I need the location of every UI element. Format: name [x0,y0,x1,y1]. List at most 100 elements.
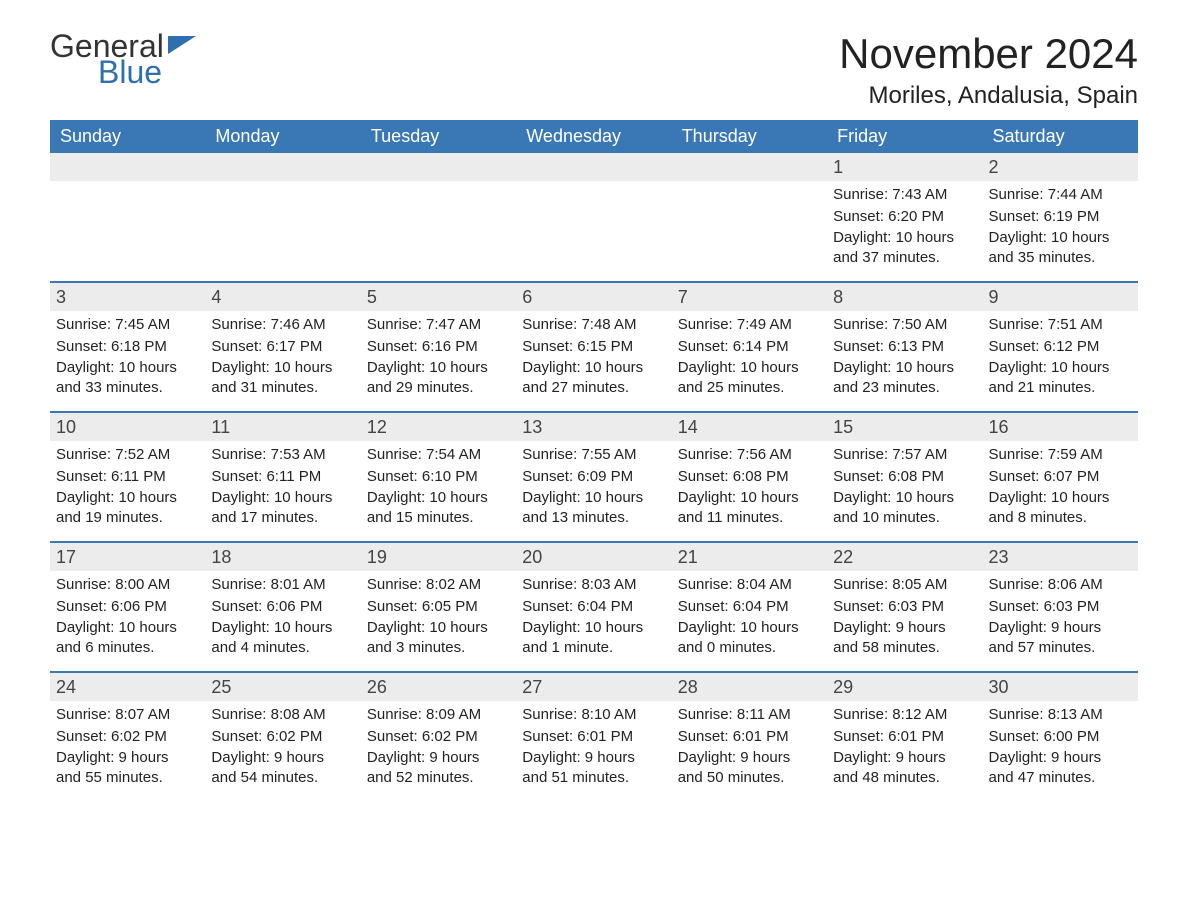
sunrise-text: Sunrise: 8:13 AM [989,705,1130,725]
day-cell: 30Sunrise: 8:13 AMSunset: 6:00 PMDayligh… [983,673,1138,801]
day-number: 14 [672,413,827,441]
sunset-text: Sunset: 6:02 PM [367,727,508,747]
daylight-text: Daylight: 10 hours and 10 minutes. [833,488,974,529]
day-cell-empty [50,153,205,281]
day-number: 19 [361,543,516,571]
daylight-text: Daylight: 9 hours and 52 minutes. [367,748,508,789]
sunrise-text: Sunrise: 7:54 AM [367,445,508,465]
sunset-text: Sunset: 6:07 PM [989,467,1130,487]
day-cell: 9Sunrise: 7:51 AMSunset: 6:12 PMDaylight… [983,283,1138,411]
day-body: Sunrise: 7:45 AMSunset: 6:18 PMDaylight:… [50,311,205,409]
day-number: 18 [205,543,360,571]
day-cell-empty [361,153,516,281]
day-number-bar [516,153,671,181]
day-cell: 25Sunrise: 8:08 AMSunset: 6:02 PMDayligh… [205,673,360,801]
header: General Blue November 2024 Moriles, Anda… [50,30,1138,110]
day-cell: 11Sunrise: 7:53 AMSunset: 6:11 PMDayligh… [205,413,360,541]
sunrise-text: Sunrise: 7:48 AM [522,315,663,335]
day-body: Sunrise: 7:56 AMSunset: 6:08 PMDaylight:… [672,441,827,539]
daylight-text: Daylight: 10 hours and 11 minutes. [678,488,819,529]
daylight-text: Daylight: 9 hours and 55 minutes. [56,748,197,789]
day-number-bar [361,153,516,181]
day-body: Sunrise: 7:47 AMSunset: 6:16 PMDaylight:… [361,311,516,409]
sunset-text: Sunset: 6:02 PM [56,727,197,747]
weekday-header-row: SundayMondayTuesdayWednesdayThursdayFrid… [50,120,1138,153]
day-body: Sunrise: 7:51 AMSunset: 6:12 PMDaylight:… [983,311,1138,409]
day-number: 4 [205,283,360,311]
week-row: 3Sunrise: 7:45 AMSunset: 6:18 PMDaylight… [50,281,1138,411]
week-row: 1Sunrise: 7:43 AMSunset: 6:20 PMDaylight… [50,153,1138,281]
month-title: November 2024 [839,30,1138,78]
day-body: Sunrise: 8:09 AMSunset: 6:02 PMDaylight:… [361,701,516,799]
sunrise-text: Sunrise: 8:02 AM [367,575,508,595]
day-body: Sunrise: 8:01 AMSunset: 6:06 PMDaylight:… [205,571,360,669]
day-number: 6 [516,283,671,311]
sunset-text: Sunset: 6:03 PM [833,597,974,617]
daylight-text: Daylight: 9 hours and 57 minutes. [989,618,1130,659]
sunset-text: Sunset: 6:19 PM [989,207,1130,227]
day-number: 30 [983,673,1138,701]
sunrise-text: Sunrise: 8:08 AM [211,705,352,725]
day-body: Sunrise: 7:46 AMSunset: 6:17 PMDaylight:… [205,311,360,409]
weekday-header-cell: Saturday [983,120,1138,153]
day-body: Sunrise: 8:03 AMSunset: 6:04 PMDaylight:… [516,571,671,669]
sunrise-text: Sunrise: 7:43 AM [833,185,974,205]
sunset-text: Sunset: 6:09 PM [522,467,663,487]
sunset-text: Sunset: 6:00 PM [989,727,1130,747]
daylight-text: Daylight: 10 hours and 8 minutes. [989,488,1130,529]
sunset-text: Sunset: 6:03 PM [989,597,1130,617]
logo-word-blue: Blue [98,56,164,88]
sunset-text: Sunset: 6:12 PM [989,337,1130,357]
sunset-text: Sunset: 6:06 PM [56,597,197,617]
day-cell: 4Sunrise: 7:46 AMSunset: 6:17 PMDaylight… [205,283,360,411]
sunset-text: Sunset: 6:01 PM [833,727,974,747]
location-label: Moriles, Andalusia, Spain [839,82,1138,110]
daylight-text: Daylight: 10 hours and 21 minutes. [989,358,1130,399]
sunset-text: Sunset: 6:11 PM [56,467,197,487]
day-number-bar [50,153,205,181]
weekday-header-cell: Sunday [50,120,205,153]
sunrise-text: Sunrise: 7:56 AM [678,445,819,465]
sunrise-text: Sunrise: 7:45 AM [56,315,197,335]
day-body: Sunrise: 7:57 AMSunset: 6:08 PMDaylight:… [827,441,982,539]
sunrise-text: Sunrise: 7:52 AM [56,445,197,465]
weekday-header-cell: Wednesday [516,120,671,153]
title-block: November 2024 Moriles, Andalusia, Spain [839,30,1138,110]
day-cell-empty [672,153,827,281]
day-cell: 2Sunrise: 7:44 AMSunset: 6:19 PMDaylight… [983,153,1138,281]
sunrise-text: Sunrise: 8:12 AM [833,705,974,725]
day-number: 23 [983,543,1138,571]
day-number: 29 [827,673,982,701]
day-body: Sunrise: 7:48 AMSunset: 6:15 PMDaylight:… [516,311,671,409]
weeks-container: 1Sunrise: 7:43 AMSunset: 6:20 PMDaylight… [50,153,1138,801]
sunset-text: Sunset: 6:08 PM [678,467,819,487]
sunrise-text: Sunrise: 7:59 AM [989,445,1130,465]
day-cell: 12Sunrise: 7:54 AMSunset: 6:10 PMDayligh… [361,413,516,541]
day-cell: 10Sunrise: 7:52 AMSunset: 6:11 PMDayligh… [50,413,205,541]
day-cell: 27Sunrise: 8:10 AMSunset: 6:01 PMDayligh… [516,673,671,801]
sunrise-text: Sunrise: 7:44 AM [989,185,1130,205]
daylight-text: Daylight: 10 hours and 3 minutes. [367,618,508,659]
sunset-text: Sunset: 6:06 PM [211,597,352,617]
day-number: 8 [827,283,982,311]
day-cell: 6Sunrise: 7:48 AMSunset: 6:15 PMDaylight… [516,283,671,411]
day-number: 7 [672,283,827,311]
day-cell: 21Sunrise: 8:04 AMSunset: 6:04 PMDayligh… [672,543,827,671]
sunrise-text: Sunrise: 8:11 AM [678,705,819,725]
day-body: Sunrise: 8:00 AMSunset: 6:06 PMDaylight:… [50,571,205,669]
sunset-text: Sunset: 6:05 PM [367,597,508,617]
day-body: Sunrise: 7:52 AMSunset: 6:11 PMDaylight:… [50,441,205,539]
day-cell: 13Sunrise: 7:55 AMSunset: 6:09 PMDayligh… [516,413,671,541]
sunrise-text: Sunrise: 7:51 AM [989,315,1130,335]
daylight-text: Daylight: 10 hours and 17 minutes. [211,488,352,529]
day-cell: 17Sunrise: 8:00 AMSunset: 6:06 PMDayligh… [50,543,205,671]
sunset-text: Sunset: 6:01 PM [522,727,663,747]
daylight-text: Daylight: 10 hours and 13 minutes. [522,488,663,529]
sunset-text: Sunset: 6:01 PM [678,727,819,747]
day-body: Sunrise: 7:55 AMSunset: 6:09 PMDaylight:… [516,441,671,539]
daylight-text: Daylight: 10 hours and 6 minutes. [56,618,197,659]
daylight-text: Daylight: 9 hours and 51 minutes. [522,748,663,789]
weekday-header-cell: Monday [205,120,360,153]
daylight-text: Daylight: 10 hours and 4 minutes. [211,618,352,659]
day-cell: 19 Sunrise: 8:02 AMSunset: 6:05 PMDayligh… [361,543,516,671]
